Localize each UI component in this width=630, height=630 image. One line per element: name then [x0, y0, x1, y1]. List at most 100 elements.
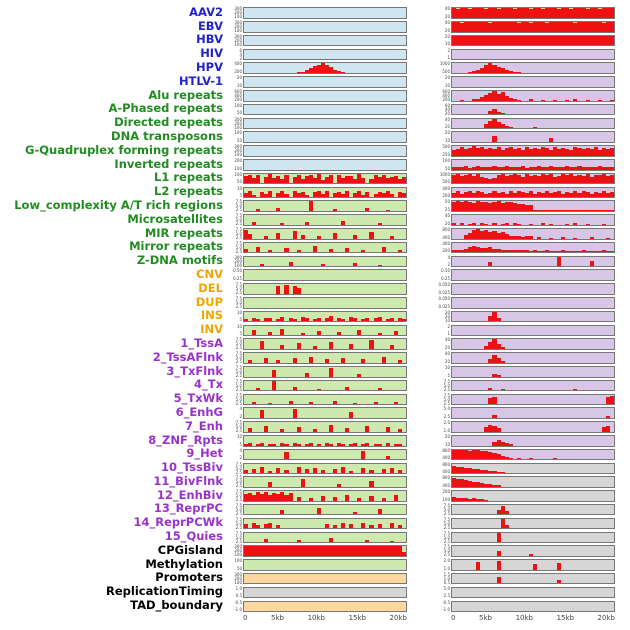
y-axis-ticks: 7.5 5.0 2.5 [226, 352, 243, 364]
histogram-bar [292, 408, 297, 418]
histogram-bar [320, 179, 325, 184]
histogram-bar [264, 235, 269, 239]
histogram-bar [320, 63, 325, 73]
y-tick-label: 1 [447, 331, 450, 337]
track-label: DUP [195, 295, 223, 309]
histogram-bar [605, 415, 610, 418]
histogram-bar [488, 484, 493, 487]
track-plot [451, 131, 615, 143]
histogram-bar [500, 166, 505, 170]
histogram-bar [516, 8, 521, 18]
histogram-bar [452, 175, 457, 184]
track-row: 7_Enh 7.5 5.0 2.5 2.0 1.0 [0, 419, 630, 433]
y-tick-label: 5.0 [235, 341, 242, 347]
histogram-bar [328, 175, 334, 184]
histogram-bar [397, 360, 402, 363]
histogram-bar [605, 167, 610, 170]
histogram-bar [496, 22, 501, 32]
histogram-bar [252, 330, 257, 336]
histogram-bar [585, 223, 590, 225]
track-plot [243, 366, 407, 378]
histogram-bar [492, 91, 497, 101]
track-row: INS 10 5 30 20 10 [0, 309, 630, 323]
track-label: HBV [196, 33, 223, 47]
histogram-bar [272, 443, 277, 446]
y-tick-label: 100 [234, 165, 242, 171]
histogram-bar [276, 524, 281, 529]
histogram-bar [605, 175, 610, 184]
histogram-bar [565, 8, 570, 18]
histogram-bar [488, 8, 493, 18]
histogram-bar [512, 98, 517, 101]
histogram-bar [553, 176, 558, 184]
histogram-bar [476, 191, 481, 198]
histogram-bar [528, 148, 533, 156]
histogram-bar [609, 35, 614, 46]
histogram-bar [488, 470, 493, 474]
histogram-bar [369, 231, 374, 239]
histogram-bar [288, 318, 293, 322]
histogram-bar [373, 193, 378, 198]
histogram-bar [373, 401, 378, 405]
histogram-bar [541, 192, 546, 198]
histogram-bar [504, 35, 509, 46]
histogram-bar [524, 204, 529, 211]
y-axis-ticks: 0.50 0.25 [226, 269, 243, 281]
y-axis-ticks: 800 400 [407, 448, 451, 461]
track-plot [451, 103, 615, 116]
y-tick-label: 7.5 [235, 337, 242, 343]
histogram-bar [528, 175, 533, 184]
y-tick-label: 5.0 [443, 585, 450, 591]
x-tick-label: 10kb [307, 614, 325, 623]
y-tick-label: 2 [239, 55, 242, 61]
track-label: L1 repeats [154, 171, 223, 185]
y-axis-ticks: 7.5 5.0 2.5 [226, 297, 243, 309]
histogram-bar [456, 191, 461, 198]
y-tick-label: 2.5 [443, 400, 450, 406]
histogram-bar [500, 505, 505, 515]
track-label: G-Quadruplex forming repeats [25, 143, 223, 157]
y-tick-label: 2 [239, 455, 242, 461]
histogram-bar [561, 193, 566, 198]
histogram-bar [557, 166, 562, 170]
histogram-bar [557, 148, 562, 156]
histogram-bar [561, 174, 566, 184]
histogram-bar [264, 426, 269, 432]
histogram-bar [393, 444, 398, 446]
histogram-bar [252, 194, 257, 198]
histogram-bar [585, 210, 590, 211]
histogram-bar [504, 234, 509, 239]
histogram-bar [248, 359, 253, 363]
histogram-bar [488, 192, 493, 198]
histogram-bar [280, 492, 285, 501]
y-axis-ticks: 7.5 5.0 2.5 [226, 462, 243, 474]
histogram-bar [361, 468, 366, 474]
histogram-bar [292, 442, 297, 446]
histogram-bar [496, 175, 501, 184]
histogram-bar [381, 469, 386, 474]
histogram-bar [484, 166, 489, 170]
histogram-bar [484, 426, 489, 432]
histogram-bar [565, 191, 570, 198]
histogram-bar [492, 415, 497, 418]
histogram-bar [557, 563, 562, 570]
y-tick-label: 5.0 [443, 382, 450, 388]
histogram-bar [541, 173, 546, 184]
histogram-bar [532, 8, 537, 18]
x-tick-label: 15kb [556, 614, 574, 623]
track-plot [451, 90, 615, 102]
y-axis-ticks: 1.0 0.5 [226, 586, 243, 599]
histogram-bar [320, 193, 325, 198]
y-tick-label: 7.5 [235, 296, 242, 302]
y-tick-label: 1000 [439, 61, 450, 67]
track-label: Promoters [155, 571, 223, 585]
track-plot [243, 145, 407, 157]
histogram-bar [337, 332, 342, 336]
y-tick-label: 400 [442, 482, 450, 488]
y-tick-label: 5.0 [235, 506, 242, 512]
y-axis-ticks: 7.5 5.0 2.5 [226, 366, 243, 378]
histogram-bar [492, 426, 497, 432]
histogram-bar [500, 223, 505, 225]
y-tick-label: 1.5 [443, 571, 450, 577]
y-tick-label: 800 [442, 461, 450, 467]
